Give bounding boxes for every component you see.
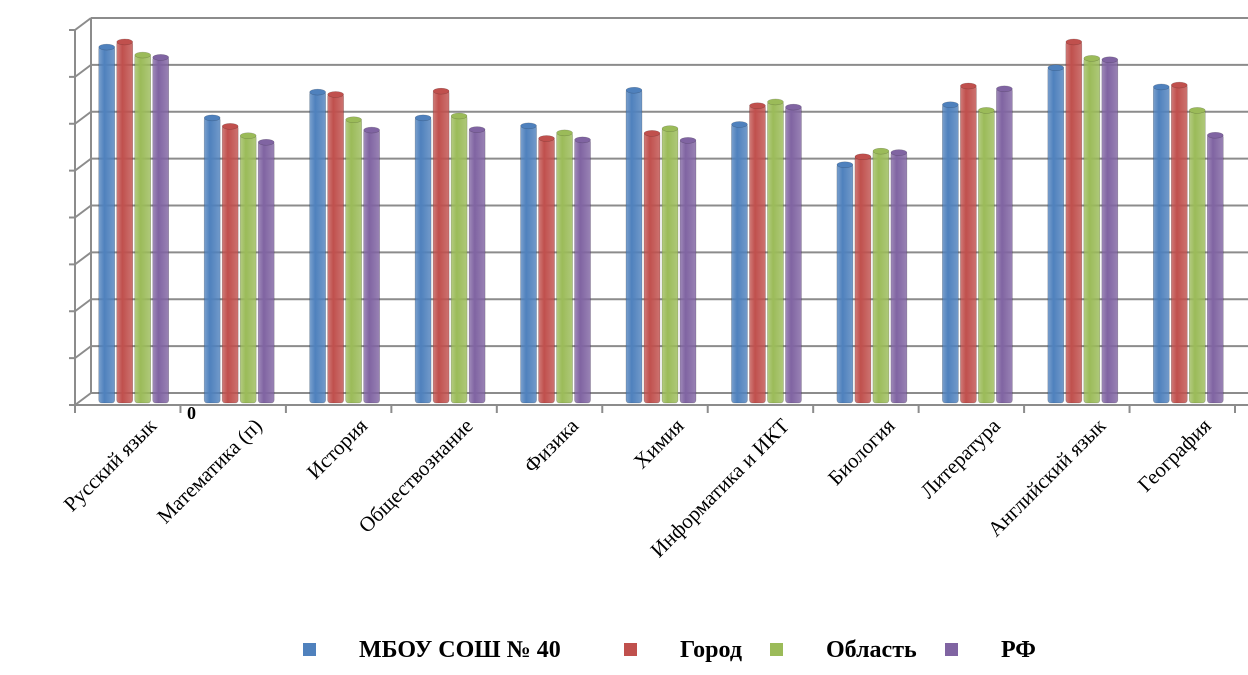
bar [309, 88, 326, 404]
bar [468, 126, 486, 404]
bar [450, 112, 468, 404]
bar [414, 114, 432, 404]
bar [978, 107, 995, 404]
legend-swatch [945, 643, 958, 656]
bar [872, 147, 890, 404]
bar [1188, 107, 1206, 404]
category-label: Литература [915, 413, 1005, 503]
legend-label: РФ [1001, 637, 1036, 663]
side-gridline [74, 17, 92, 31]
bar [643, 130, 661, 404]
bar [239, 132, 257, 404]
side-gridline [74, 345, 92, 359]
bar [625, 86, 643, 404]
side-gridline [74, 298, 92, 313]
legend-item: МБОУ СОШ № 40 [303, 637, 561, 663]
bar [98, 43, 116, 404]
legend-label: МБОУ СОШ № 40 [359, 637, 561, 663]
bar [1083, 55, 1101, 404]
category-label: География [1133, 413, 1216, 496]
bar [520, 122, 537, 404]
bar [327, 91, 344, 404]
axes: 0 [69, 18, 1248, 423]
bar [257, 139, 275, 404]
legend-swatch [303, 643, 316, 656]
side-gridline [74, 251, 92, 266]
bar [134, 51, 152, 404]
bar [996, 85, 1013, 404]
legend-item: РФ [945, 637, 1036, 663]
legend-swatch [624, 643, 637, 656]
bar [203, 114, 221, 404]
bar [574, 136, 591, 404]
bar [1170, 81, 1188, 404]
bar [767, 98, 784, 404]
bar [432, 87, 450, 404]
bar [890, 149, 908, 404]
side-gridline [74, 110, 92, 125]
legend-swatch [770, 643, 783, 656]
bar [1101, 56, 1119, 404]
legend: МБОУ СОШ № 40 Город Область РФ [303, 637, 1036, 663]
side-gridline [74, 392, 92, 406]
bar [661, 125, 679, 404]
bar [1152, 83, 1170, 404]
bar [1047, 64, 1065, 404]
bar [960, 82, 977, 404]
bar [749, 102, 766, 404]
legend-label: Область [826, 637, 917, 663]
bar [679, 137, 697, 404]
legend-item: Область [770, 637, 917, 663]
bar [854, 153, 872, 404]
category-label: Обществознание [354, 414, 478, 538]
category-label: Химия [629, 413, 689, 473]
bar [731, 121, 748, 404]
bar [345, 116, 362, 404]
bars [98, 38, 1224, 404]
bar [538, 135, 555, 404]
legend-item: Город [624, 637, 742, 663]
y-tick-label: 0 [187, 403, 196, 423]
category-label: Биология [823, 413, 900, 490]
category-label: Русский язык [59, 413, 162, 516]
bar [785, 103, 802, 404]
side-gridline [74, 157, 92, 172]
bar [556, 129, 573, 404]
bar [152, 54, 170, 404]
bar [942, 101, 959, 404]
bar [116, 38, 134, 404]
side-gridline [74, 64, 92, 78]
bar [1065, 38, 1083, 404]
side-gridline [74, 204, 92, 219]
category-label: История [302, 413, 372, 483]
bar [363, 126, 380, 404]
category-label: Физика [519, 413, 584, 478]
bar [221, 123, 239, 404]
bar [836, 161, 854, 404]
bar [1206, 131, 1224, 404]
category-label: Математика (п) [152, 414, 267, 529]
legend-label: Город [680, 637, 742, 663]
